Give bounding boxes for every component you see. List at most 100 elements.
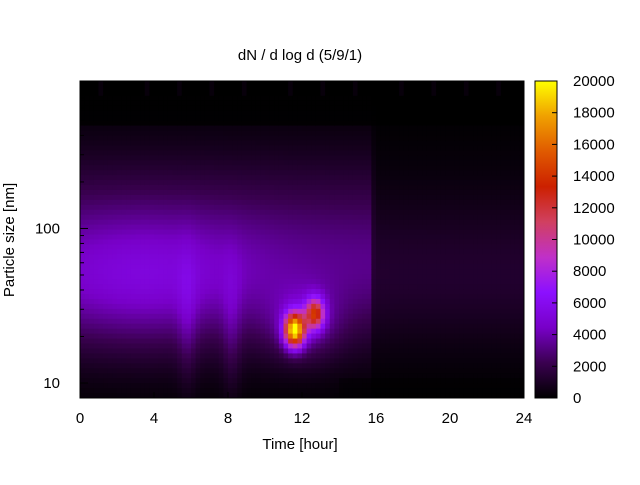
heatmap-cell — [131, 165, 136, 171]
heatmap-cell — [191, 81, 196, 87]
heatmap-cell — [205, 86, 210, 92]
heatmap-cell — [219, 314, 224, 320]
heatmap-cell — [228, 235, 233, 241]
heatmap-cell — [371, 200, 376, 206]
heatmap-cell — [112, 284, 117, 290]
heatmap-cell — [219, 329, 224, 335]
heatmap-cell — [385, 180, 390, 186]
heatmap-cell — [103, 353, 108, 359]
heatmap-cell — [422, 259, 427, 265]
heatmap-cell — [117, 220, 122, 226]
heatmap-cell — [270, 363, 275, 369]
heatmap-cell — [321, 274, 326, 280]
heatmap-cell — [311, 235, 316, 241]
heatmap-cell — [330, 81, 335, 87]
heatmap-cell — [399, 304, 404, 310]
heatmap-cell — [265, 145, 270, 151]
heatmap-cell — [228, 215, 233, 221]
heatmap-cell — [348, 339, 353, 345]
heatmap-cell — [427, 215, 432, 221]
heatmap-cell — [122, 240, 127, 246]
heatmap-cell — [302, 240, 307, 246]
heatmap-cell — [117, 106, 122, 112]
heatmap-cell — [413, 210, 418, 216]
heatmap-cell — [381, 344, 386, 350]
heatmap-cell — [297, 101, 302, 107]
heatmap-cell — [159, 140, 164, 146]
heatmap-cell — [385, 96, 390, 102]
heatmap-cell — [260, 339, 265, 345]
heatmap-cell — [404, 264, 409, 270]
heatmap-cell — [173, 344, 178, 350]
heatmap-cell — [122, 235, 127, 241]
heatmap-cell — [191, 240, 196, 246]
heatmap-cell — [149, 304, 154, 310]
heatmap-cell — [251, 294, 256, 300]
heatmap-cell — [408, 264, 413, 270]
heatmap-cell — [233, 205, 238, 211]
heatmap-cell — [223, 264, 228, 270]
heatmap-cell — [223, 235, 228, 241]
heatmap-cell — [316, 363, 321, 369]
heatmap-cell — [233, 314, 238, 320]
heatmap-cell — [108, 86, 113, 92]
heatmap-cell — [325, 363, 330, 369]
heatmap-cell — [390, 131, 395, 137]
heatmap-cell — [140, 289, 145, 295]
heatmap-cell — [186, 96, 191, 102]
heatmap-cell — [353, 145, 358, 151]
heatmap-cell — [344, 190, 349, 196]
heatmap-cell — [358, 96, 363, 102]
heatmap-cell — [191, 254, 196, 260]
heatmap-cell — [237, 160, 242, 166]
heatmap-cell — [173, 363, 178, 369]
heatmap-cell — [408, 358, 413, 364]
heatmap-cell — [418, 314, 423, 320]
heatmap-cell — [103, 289, 108, 295]
heatmap-cell — [228, 106, 233, 112]
heatmap-cell — [131, 314, 136, 320]
heatmap-cell — [94, 165, 99, 171]
heatmap-cell — [297, 91, 302, 97]
heatmap-cell — [284, 91, 289, 97]
heatmap-cell — [94, 111, 99, 117]
heatmap-cell — [307, 195, 312, 201]
heatmap-cell — [311, 289, 316, 295]
heatmap-cell — [274, 150, 279, 156]
heatmap-cell — [274, 235, 279, 241]
heatmap-cell — [404, 200, 409, 206]
heatmap-cell — [256, 106, 261, 112]
heatmap-cell — [307, 180, 312, 186]
heatmap-cell — [399, 81, 404, 87]
heatmap-cell — [371, 363, 376, 369]
heatmap-cell — [242, 274, 247, 280]
heatmap-cell — [149, 339, 154, 345]
heatmap-cell — [321, 131, 326, 137]
heatmap-cell — [265, 86, 270, 92]
heatmap-cell — [395, 294, 400, 300]
heatmap-cell — [237, 264, 242, 270]
heatmap-cell — [362, 190, 367, 196]
heatmap-cell — [358, 378, 363, 384]
heatmap-cell — [436, 160, 441, 166]
heatmap-cell — [149, 334, 154, 340]
heatmap-cell — [302, 126, 307, 132]
heatmap-cell — [191, 329, 196, 335]
heatmap-cell — [103, 299, 108, 305]
heatmap-cell — [344, 383, 349, 389]
heatmap-cell — [422, 155, 427, 161]
heatmap-cell — [112, 324, 117, 330]
heatmap-cell — [274, 289, 279, 295]
heatmap-cell — [85, 160, 90, 166]
heatmap-cell — [399, 334, 404, 340]
heatmap-cell — [103, 230, 108, 236]
heatmap-cell — [334, 274, 339, 280]
heatmap-cell — [163, 279, 168, 285]
heatmap-cell — [385, 170, 390, 176]
heatmap-cell — [163, 368, 168, 374]
heatmap-cell — [348, 269, 353, 275]
heatmap-cell — [196, 240, 201, 246]
heatmap-cell — [173, 220, 178, 226]
heatmap-cell — [163, 259, 168, 265]
heatmap-cell — [163, 96, 168, 102]
